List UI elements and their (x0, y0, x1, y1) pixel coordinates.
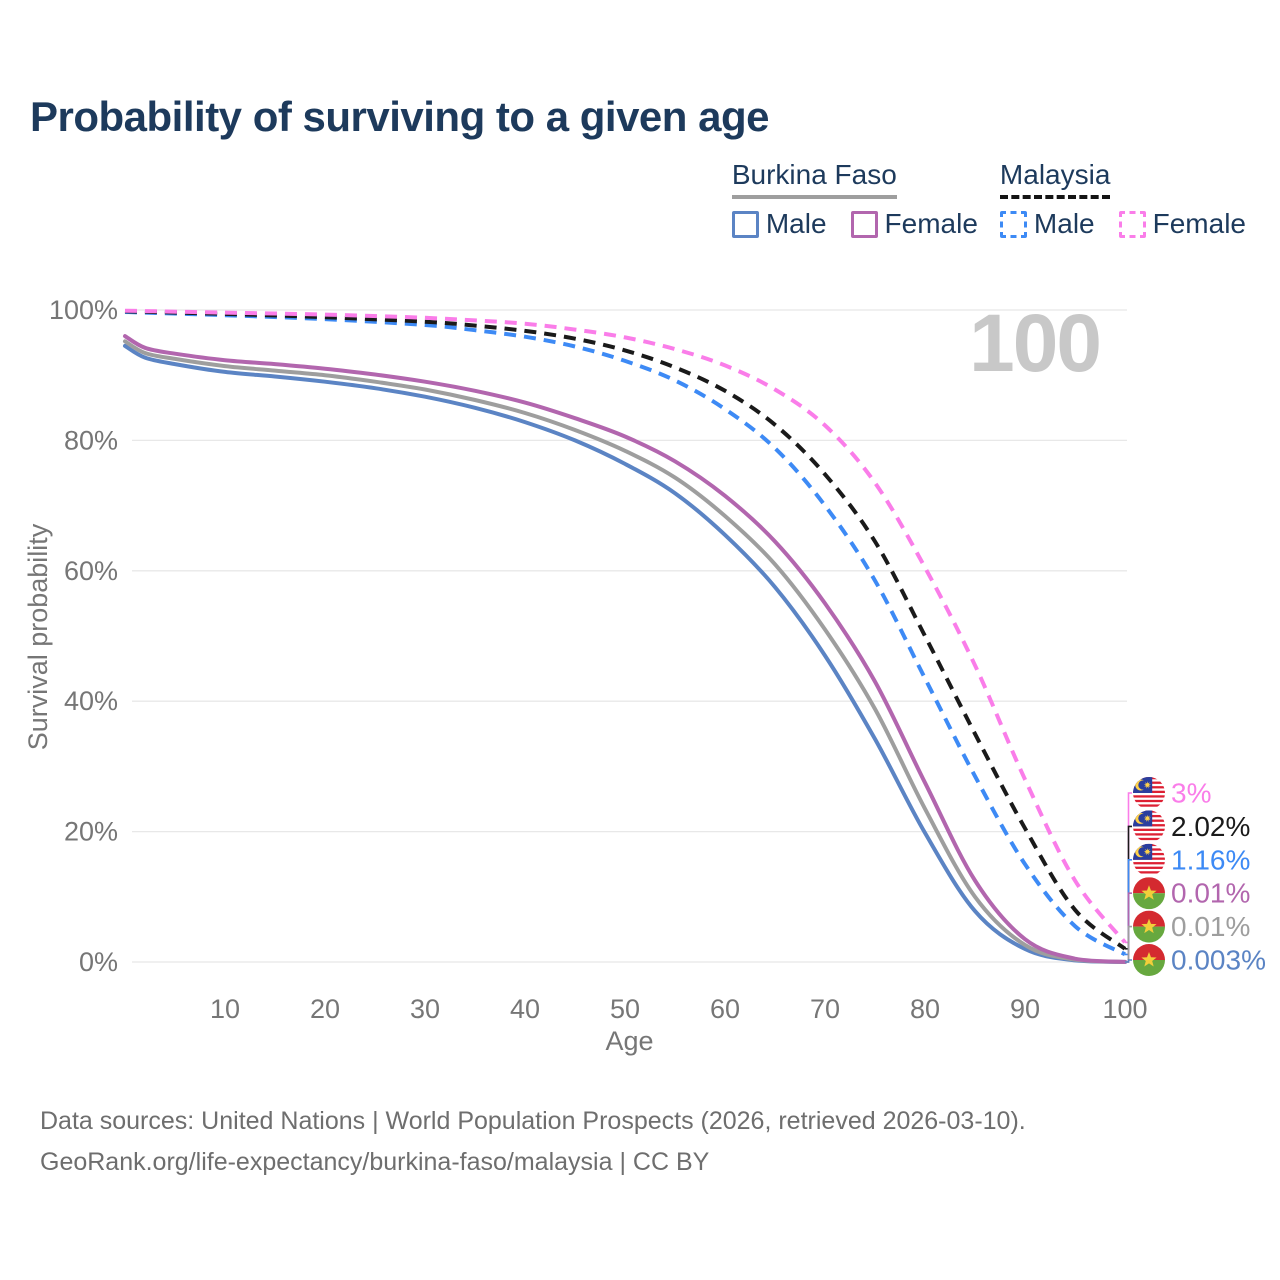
burkina-faso-flag-icon (1133, 944, 1165, 976)
malaysia-flag-icon (1133, 810, 1165, 843)
legend-item-label: Female (884, 208, 978, 239)
legend-group-burkina-faso: Burkina Faso Male Female (731, 160, 978, 240)
curve-burkina-faso-both[interactable] (123, 339, 1127, 964)
y-tick-label: 60% (64, 556, 118, 586)
x-tick-label: 30 (410, 994, 440, 1024)
malaysia-flag-icon (1133, 843, 1165, 876)
legend-toggle-malaysia-male[interactable]: Male (999, 208, 1095, 240)
footer-line-2: GeoRank.org/life-expectancy/burkina-faso… (40, 1148, 710, 1176)
legend-toggle-burkina-faso-female[interactable]: Female (850, 208, 978, 240)
curve-malaysia-male[interactable] (124, 310, 1126, 957)
footer-line-1: Data sources: United Nations | World Pop… (40, 1107, 1026, 1135)
y-tick-label: 0% (79, 947, 118, 977)
x-tick-label: 10 (210, 994, 240, 1024)
y-axis-title: Survival probability (23, 523, 53, 750)
y-tick-label: 20% (64, 817, 118, 847)
y-tick-label: 40% (64, 686, 118, 716)
curve-burkina-faso-male[interactable] (123, 343, 1127, 964)
curve-malaysia-female[interactable] (124, 308, 1127, 944)
y-tick-label: 80% (64, 425, 118, 455)
burkina-faso-flag-icon (1133, 877, 1165, 910)
curve-malaysia-both[interactable] (124, 309, 1127, 951)
x-tick-label: 50 (610, 994, 640, 1024)
page-title: Probability of surviving to a given age (30, 93, 769, 140)
burkina-faso-flag-icon (1133, 910, 1165, 943)
end-label-value: 0.003% (1171, 945, 1266, 976)
end-label-value: 0.01% (1171, 878, 1250, 909)
legend-group-title-burkina-faso: Burkina Faso (731, 160, 897, 199)
end-label-value: 0.01% (1171, 911, 1250, 942)
y-tick-label: 100% (49, 295, 118, 325)
x-tick-label: 100 (1102, 994, 1147, 1024)
x-tick-label: 70 (810, 994, 840, 1024)
x-tick-label: 40 (510, 994, 540, 1024)
x-tick-label: 60 (710, 994, 740, 1024)
checkbox-icon[interactable] (731, 210, 759, 238)
x-tick-label: 80 (910, 994, 940, 1024)
x-tick-label: 20 (310, 994, 340, 1024)
legend-group-malaysia: Malaysia Male Female (999, 160, 1246, 240)
checkbox-icon[interactable] (999, 210, 1027, 238)
x-axis-title: Age (605, 1026, 653, 1056)
legend-toggle-malaysia-female[interactable]: Female (1118, 208, 1246, 240)
x-tick-label: 90 (1010, 994, 1040, 1024)
age-watermark: 100 (969, 298, 1100, 389)
data-sources-footer: Data sources: United Nations | World Pop… (40, 1101, 1026, 1183)
legend-item-label: Male (1033, 208, 1095, 239)
malaysia-flag-icon (1133, 777, 1165, 809)
legend-item-label: Male (765, 208, 827, 239)
end-label-connector (1125, 925, 1132, 963)
legend-toggle-burkina-faso-male[interactable]: Male (731, 208, 827, 240)
curve-burkina-faso-female[interactable] (123, 334, 1127, 964)
checkbox-icon[interactable] (1118, 210, 1146, 238)
end-label-value: 3% (1171, 778, 1211, 809)
chart-legend: Burkina Faso Male Female Malaysia Male F… (731, 160, 1246, 240)
checkbox-icon[interactable] (850, 210, 878, 238)
end-label-connector (1125, 959, 1132, 963)
legend-group-title-malaysia: Malaysia (999, 160, 1111, 199)
end-label-value: 1.16% (1171, 844, 1250, 875)
legend-item-label: Female (1152, 208, 1246, 239)
end-label-value: 2.02% (1171, 811, 1250, 842)
